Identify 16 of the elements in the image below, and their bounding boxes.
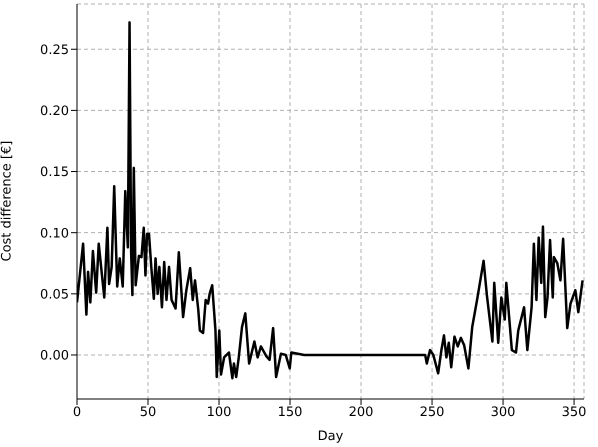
y-tick-label: 0.25 — [40, 42, 69, 58]
y-tick-label: 0.10 — [40, 226, 69, 242]
x-tick-label: 200 — [348, 405, 374, 420]
y-tick-label: 0.05 — [40, 287, 69, 302]
y-tick-label: 0.15 — [40, 165, 69, 180]
x-tick-label: 100 — [206, 405, 232, 420]
x-tick-label: 250 — [420, 405, 444, 420]
y-tick-label: 0.00 — [40, 348, 69, 364]
x-tick-label: 150 — [278, 405, 302, 420]
x-tick-label: 50 — [140, 405, 156, 420]
x-tick-label: 300 — [490, 405, 516, 420]
x-tick-label: 350 — [562, 405, 586, 420]
y-tick-label: 0.20 — [40, 104, 69, 120]
x-tick-label: 0 — [72, 405, 82, 420]
y-axis-title: Cost difference [€] — [0, 140, 15, 262]
x-axis-title: Day — [318, 429, 344, 444]
